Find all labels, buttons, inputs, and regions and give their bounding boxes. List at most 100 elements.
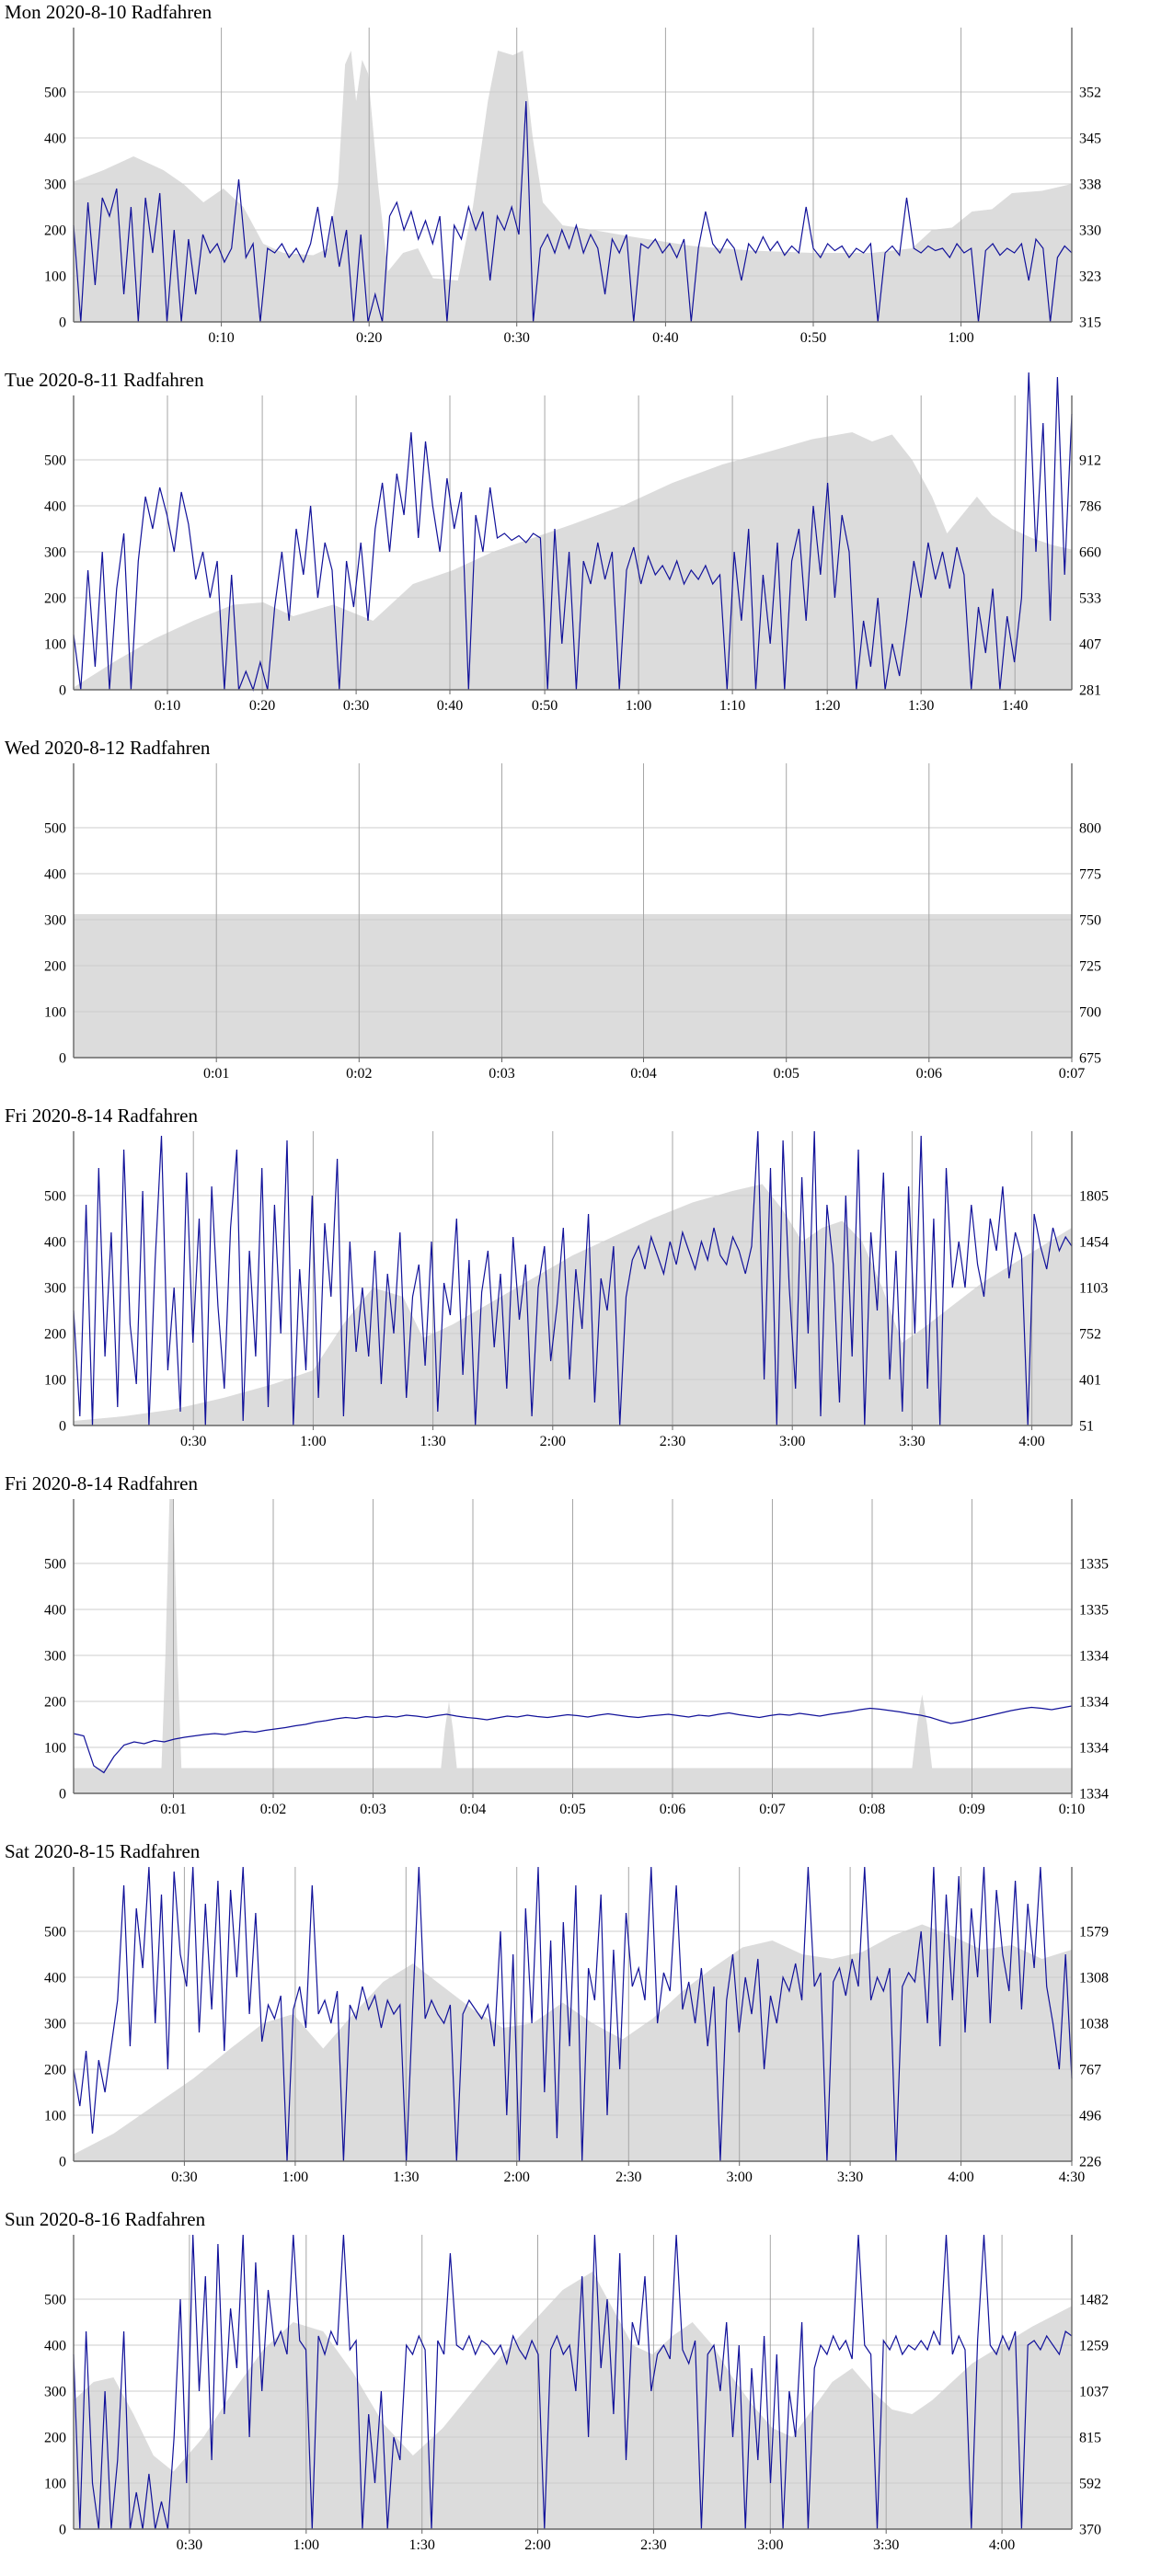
svg-text:0:05: 0:05 [559, 1802, 585, 1817]
svg-text:0: 0 [59, 1419, 66, 1435]
svg-text:0:09: 0:09 [959, 1802, 984, 1817]
svg-text:0:50: 0:50 [800, 330, 826, 346]
svg-text:4:00: 4:00 [989, 2537, 1015, 2553]
svg-text:100: 100 [44, 1373, 66, 1389]
svg-text:300: 300 [44, 545, 66, 561]
chart-canvas: 0 675 100 700 200 725 300 750 400 775 500 800 0:01 0:… [44, 763, 1101, 1082]
svg-text:3:30: 3:30 [837, 2170, 863, 2185]
svg-text:0:30: 0:30 [503, 330, 529, 346]
svg-text:330: 330 [1079, 223, 1101, 239]
svg-text:815: 815 [1079, 2431, 1101, 2446]
svg-text:500: 500 [44, 2293, 66, 2308]
svg-text:1482: 1482 [1079, 2293, 1109, 2308]
chart-tue-2020-8-11: Tue 2020-8-11 Radfahren 0 281 100 407 200 533… [0, 368, 1150, 736]
svg-text:0:02: 0:02 [260, 1802, 286, 1817]
svg-text:500: 500 [44, 821, 66, 837]
svg-text:500: 500 [44, 453, 66, 469]
svg-text:912: 912 [1079, 453, 1101, 469]
chart-title: Fri 2020-8-14 Radfahren [5, 1105, 198, 1127]
svg-text:315: 315 [1079, 315, 1101, 331]
svg-text:3:00: 3:00 [726, 2170, 752, 2185]
svg-text:400: 400 [44, 867, 66, 883]
svg-text:500: 500 [44, 86, 66, 101]
svg-text:2:30: 2:30 [615, 2170, 641, 2185]
svg-text:1:40: 1:40 [1002, 698, 1028, 714]
svg-text:0:30: 0:30 [180, 1434, 206, 1449]
svg-text:0:50: 0:50 [532, 698, 558, 714]
svg-text:200: 200 [44, 1327, 66, 1343]
svg-text:0:10: 0:10 [1059, 1802, 1085, 1817]
svg-text:0:20: 0:20 [249, 698, 275, 714]
svg-text:200: 200 [44, 1695, 66, 1711]
svg-text:0: 0 [59, 1787, 66, 1803]
svg-text:4:30: 4:30 [1059, 2170, 1085, 2185]
svg-text:200: 200 [44, 2431, 66, 2446]
svg-text:100: 100 [44, 2477, 66, 2492]
svg-text:0: 0 [59, 2155, 66, 2170]
svg-text:401: 401 [1079, 1373, 1101, 1389]
svg-text:100: 100 [44, 269, 66, 285]
svg-text:300: 300 [44, 177, 66, 193]
svg-text:533: 533 [1079, 591, 1101, 607]
svg-text:725: 725 [1079, 959, 1101, 975]
svg-text:0:01: 0:01 [160, 1802, 186, 1817]
svg-text:407: 407 [1079, 637, 1101, 653]
svg-text:500: 500 [44, 1925, 66, 1941]
svg-text:400: 400 [44, 1603, 66, 1619]
svg-text:300: 300 [44, 1649, 66, 1665]
chart-sat-2020-8-15: Sat 2020-8-15 Radfahren 0 226 100 496 200 767… [0, 1839, 1150, 2207]
svg-text:500: 500 [44, 1189, 66, 1205]
svg-text:300: 300 [44, 913, 66, 929]
svg-text:400: 400 [44, 2339, 66, 2354]
svg-text:200: 200 [44, 2063, 66, 2078]
chart-canvas: 0 281 100 407 200 533 300 660 400 786 500 912 0:10 0:… [44, 372, 1101, 714]
svg-text:1037: 1037 [1079, 2385, 1109, 2400]
chart-wed-2020-8-12: Wed 2020-8-12 Radfahren 0 675 100 700 200 725… [0, 736, 1150, 1104]
svg-text:3:00: 3:00 [779, 1434, 805, 1449]
chart-canvas: 0 315 100 323 200 330 300 338 400 345 500 352 0:10 0:… [44, 28, 1101, 346]
svg-text:51: 51 [1079, 1419, 1094, 1435]
svg-text:1335: 1335 [1079, 1557, 1109, 1573]
svg-text:1:30: 1:30 [420, 1434, 445, 1449]
svg-text:200: 200 [44, 959, 66, 975]
svg-text:750: 750 [1079, 913, 1101, 929]
svg-text:1:30: 1:30 [908, 698, 934, 714]
svg-text:1335: 1335 [1079, 1603, 1109, 1619]
svg-text:700: 700 [1079, 1005, 1101, 1021]
svg-text:1454: 1454 [1079, 1235, 1109, 1251]
svg-text:0:10: 0:10 [208, 330, 234, 346]
svg-text:1334: 1334 [1079, 1741, 1109, 1757]
svg-text:2:00: 2:00 [524, 2537, 550, 2553]
svg-text:1334: 1334 [1079, 1787, 1109, 1803]
svg-text:500: 500 [44, 1557, 66, 1573]
svg-text:345: 345 [1079, 132, 1101, 147]
svg-text:0:10: 0:10 [155, 698, 180, 714]
svg-text:300: 300 [44, 2017, 66, 2032]
svg-text:0:03: 0:03 [489, 1066, 514, 1082]
svg-text:1038: 1038 [1079, 2017, 1109, 2032]
svg-text:200: 200 [44, 223, 66, 239]
svg-text:1:00: 1:00 [282, 2170, 308, 2185]
svg-text:100: 100 [44, 1005, 66, 1021]
chart-title: Sun 2020-8-16 Radfahren [5, 2208, 206, 2230]
svg-text:0:07: 0:07 [759, 1802, 785, 1817]
svg-text:0:20: 0:20 [356, 330, 382, 346]
svg-text:592: 592 [1079, 2477, 1101, 2492]
chart-title: Sat 2020-8-15 Radfahren [5, 1840, 201, 1862]
chart-canvas: 0 226 100 496 200 767 300 1038 400 1308 500 1579 0:3… [44, 1866, 1109, 2185]
svg-text:281: 281 [1079, 683, 1101, 699]
svg-text:800: 800 [1079, 821, 1101, 837]
svg-text:1805: 1805 [1079, 1189, 1109, 1205]
svg-text:3:30: 3:30 [873, 2537, 899, 2553]
svg-text:786: 786 [1079, 499, 1101, 515]
svg-text:338: 338 [1079, 177, 1101, 193]
svg-text:752: 752 [1079, 1327, 1101, 1343]
svg-text:1103: 1103 [1079, 1281, 1108, 1297]
svg-text:1259: 1259 [1079, 2339, 1109, 2354]
svg-text:1:10: 1:10 [719, 698, 745, 714]
svg-text:4:00: 4:00 [948, 2170, 973, 2185]
svg-text:0:30: 0:30 [177, 2537, 202, 2553]
svg-text:675: 675 [1079, 1051, 1101, 1067]
chart-fri-2020-8-14-a: Fri 2020-8-14 Radfahren 0 51 100 401 200 752 3… [0, 1104, 1150, 1471]
